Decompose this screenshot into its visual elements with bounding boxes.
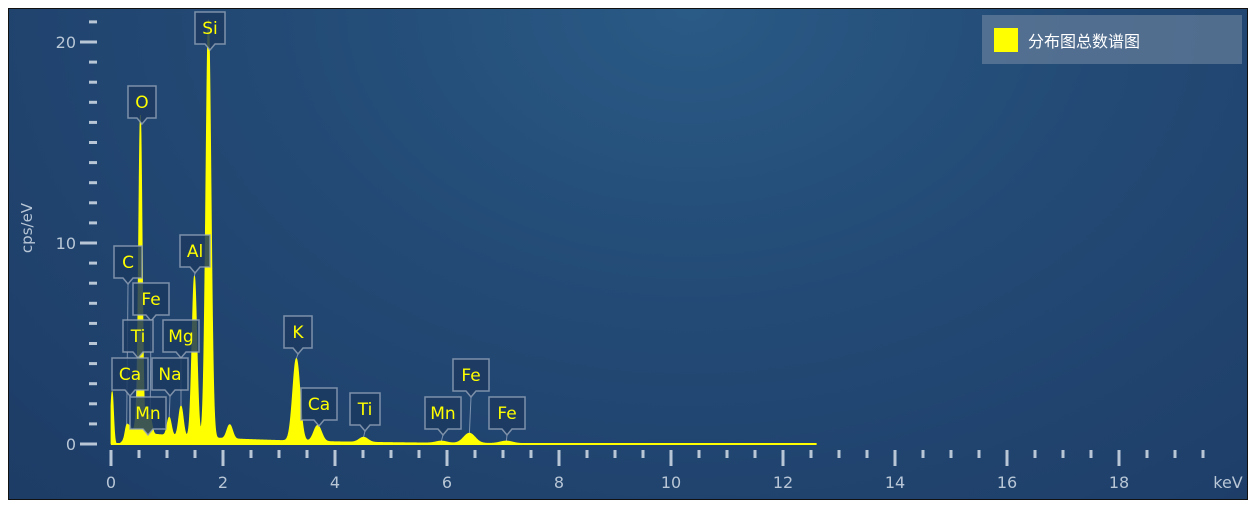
label-box: [424, 396, 462, 437]
peak-label-fe: Fe: [452, 358, 490, 434]
x-tick-label: 10: [661, 473, 681, 492]
peak-label-text: Ca: [119, 365, 141, 385]
label-box: [452, 358, 490, 399]
y-tick-label: 20: [56, 33, 76, 52]
label-box: [127, 85, 157, 126]
peak-label-text: Fe: [141, 290, 160, 310]
peak-label-text: Mn: [430, 404, 455, 424]
leader-line: [126, 283, 129, 425]
peak-label-text: C: [122, 253, 134, 273]
y-tick-label: 10: [56, 234, 76, 253]
peak-label-text: O: [135, 93, 148, 113]
x-tick-label: 12: [773, 473, 793, 492]
label-box: [194, 11, 226, 52]
peak-label-si: Si: [194, 11, 226, 52]
x-tick-label: 0: [106, 473, 116, 492]
peak-label-text: Si: [202, 19, 218, 39]
peak-label-text: Mn: [135, 404, 160, 424]
label-box: [162, 319, 200, 360]
peak-label-k: K: [283, 315, 313, 359]
x-tick-label: 6: [442, 473, 452, 492]
x-tick-label: 18: [1109, 473, 1129, 492]
peak-label-text: Mg: [168, 327, 193, 347]
peak-label-text: Fe: [497, 404, 516, 424]
peak-label-mn: Mn: [424, 396, 462, 442]
legend-label: 分布图总数谱图: [1028, 31, 1141, 51]
peak-label-ca: Ca: [300, 387, 338, 428]
peak-label-text: Fe: [461, 366, 480, 386]
peak-label-c: C: [113, 245, 143, 425]
label-box: [129, 396, 167, 437]
peak-label-al: Al: [179, 234, 211, 277]
x-tick-label: 2: [218, 473, 228, 492]
leader-line: [440, 434, 444, 442]
x-tick-label: 16: [997, 473, 1017, 492]
peak-label-text: K: [292, 323, 304, 343]
peak-label-mg: Mg: [162, 319, 200, 406]
leader-line: [468, 396, 472, 434]
label-box: [132, 282, 170, 323]
peak-label-mn: Mn: [129, 396, 167, 437]
peak-label-ca: Ca: [111, 357, 149, 426]
leader-line: [168, 395, 171, 418]
y-axis-label: cps/eV: [18, 202, 36, 253]
peak-label-text: Ca: [308, 395, 330, 415]
legend: 分布图总数谱图: [982, 15, 1242, 64]
peak-label-na: Na: [151, 357, 189, 418]
label-box: [300, 387, 338, 428]
peak-label-text: Ti: [357, 400, 373, 420]
x-axis-label: keV: [1213, 473, 1243, 492]
label-box: [488, 396, 526, 437]
leader-line: [363, 430, 366, 438]
peak-label-text: Na: [158, 365, 181, 385]
x-tick-label: 4: [330, 473, 340, 492]
peak-label-ti: Ti: [349, 392, 381, 438]
label-box: [151, 357, 189, 398]
x-tick-label: 14: [885, 473, 905, 492]
label-box: [283, 315, 313, 356]
x-tick-label: 8: [554, 473, 564, 492]
label-box: [349, 392, 381, 433]
label-box: [122, 319, 154, 360]
legend-swatch: [994, 27, 1018, 52]
peak-label-o: O: [127, 85, 157, 126]
peak-label-fe: Fe: [488, 396, 526, 442]
label-box: [113, 245, 143, 286]
peak-label-text: Al: [187, 242, 203, 262]
peak-label-fe: Fe: [132, 282, 170, 416]
y-tick-label: 0: [66, 435, 76, 454]
peak-label-text: Ti: [130, 327, 146, 347]
peak-label-ti: Ti: [122, 319, 154, 405]
label-box: [111, 357, 149, 398]
label-box: [179, 234, 211, 275]
